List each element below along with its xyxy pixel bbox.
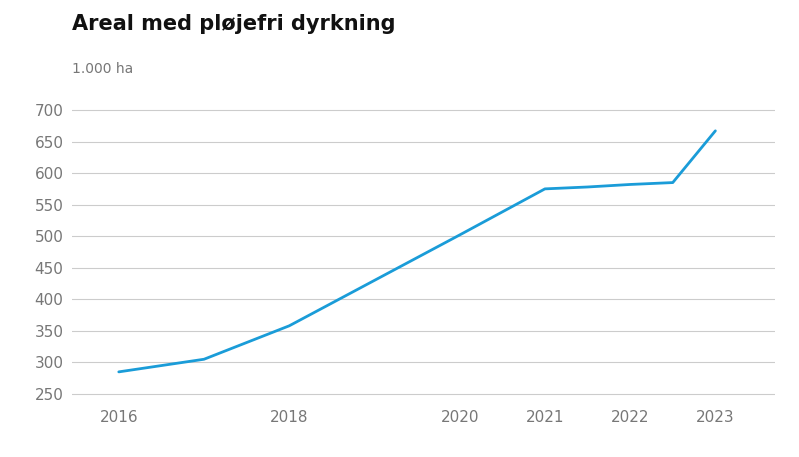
Text: Areal med pløjefri dyrkning: Areal med pløjefri dyrkning: [72, 14, 396, 34]
Text: 1.000 ha: 1.000 ha: [72, 63, 133, 76]
